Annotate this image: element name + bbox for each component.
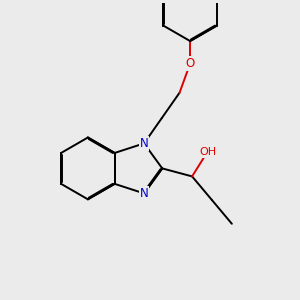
Text: N: N bbox=[140, 137, 148, 150]
Text: N: N bbox=[140, 187, 148, 200]
Text: O: O bbox=[185, 57, 195, 70]
Text: OH: OH bbox=[199, 147, 216, 157]
